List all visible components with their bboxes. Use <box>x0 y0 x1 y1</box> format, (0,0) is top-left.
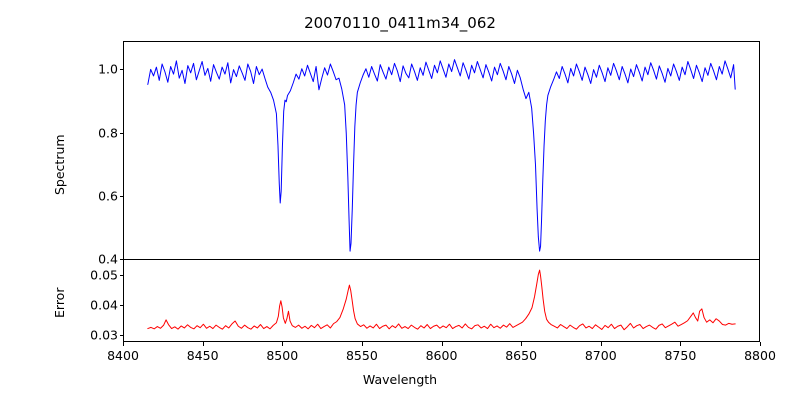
spectrum-y-tick-1.0 <box>119 69 123 71</box>
x-tick-label-8750: 8750 <box>664 348 697 363</box>
error-plot-panel <box>123 259 760 342</box>
x-tick-8650 <box>521 342 523 346</box>
x-axis-label: Wavelength <box>362 372 438 387</box>
spectrum-y-tick-label-1.0: 1.0 <box>98 61 118 77</box>
x-tick-label-8800: 8800 <box>744 348 776 363</box>
x-tick-8500 <box>282 342 284 346</box>
spectrum-data-line <box>148 60 735 252</box>
spectrum-y-tick-label-0.6: 0.6 <box>98 188 118 204</box>
x-tick-label-8550: 8550 <box>345 348 378 363</box>
spectrum-y-tick-label-0.8: 0.8 <box>98 125 118 141</box>
spectrum-y-tick-label-0.4: 0.4 <box>98 251 118 267</box>
error-y-tick-label-0.05: 0.05 <box>90 267 118 283</box>
spectrum-y-axis-label: Spectrum <box>52 134 67 195</box>
error-y-tick-label-0.03: 0.03 <box>90 327 118 343</box>
figure-title: 20070110_0411m34_062 <box>304 14 496 32</box>
x-tick-label-8600: 8600 <box>425 348 458 363</box>
x-tick-8600 <box>441 342 443 346</box>
error-y-tick-0.03 <box>119 334 123 336</box>
x-tick-8450 <box>202 342 204 346</box>
x-tick-8800 <box>760 342 761 346</box>
spectrum-y-tick-0.6 <box>119 195 123 197</box>
x-tick-8550 <box>361 342 363 346</box>
error-y-axis-label: Error <box>52 287 67 318</box>
x-tick-label-8400: 8400 <box>107 348 139 363</box>
x-tick-8700 <box>600 342 602 346</box>
x-tick-8750 <box>680 342 682 346</box>
error-y-tick-0.05 <box>119 275 123 277</box>
spectrum-y-tick-0.4 <box>119 259 123 260</box>
error-y-tick-0.04 <box>119 304 123 306</box>
x-tick-8400 <box>123 342 124 346</box>
x-tick-label-8650: 8650 <box>505 348 538 363</box>
spectrum-plot-panel <box>123 41 760 259</box>
x-tick-label-8500: 8500 <box>266 348 299 363</box>
spectrum-line-chart <box>124 42 759 259</box>
error-data-line <box>148 270 735 330</box>
spectrum-y-tick-0.8 <box>119 132 123 134</box>
x-tick-label-8700: 8700 <box>584 348 617 363</box>
error-y-tick-label-0.04: 0.04 <box>90 297 118 313</box>
error-line-chart <box>124 260 759 341</box>
x-tick-label-8450: 8450 <box>186 348 219 363</box>
